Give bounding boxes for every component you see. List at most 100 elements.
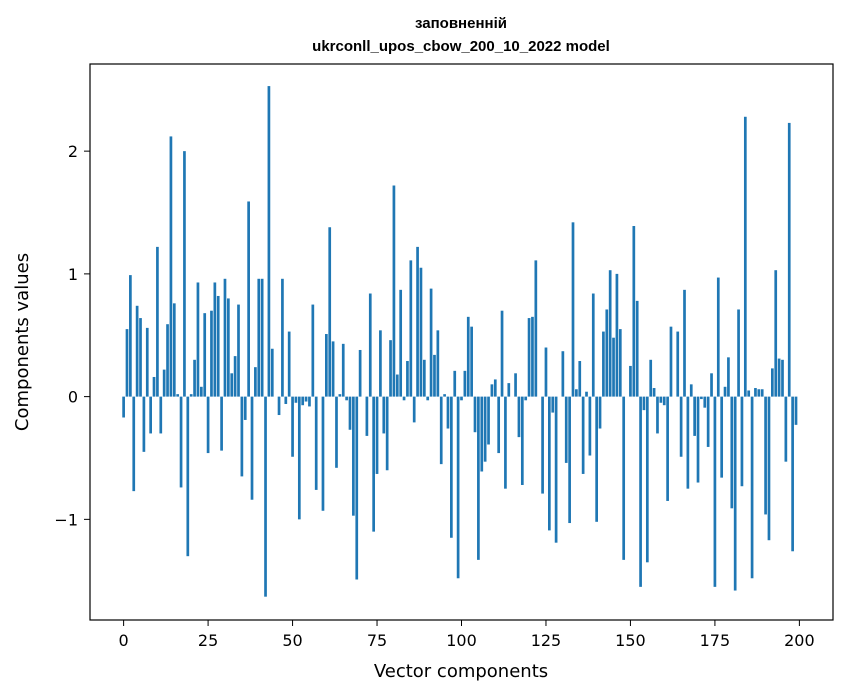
bar — [720, 396, 724, 478]
bar — [706, 396, 710, 447]
y-tick-label: 0 — [68, 388, 78, 407]
bar — [771, 368, 774, 397]
bar — [781, 359, 784, 397]
bar — [223, 278, 227, 397]
bar — [578, 361, 582, 397]
bar — [730, 396, 734, 509]
bar — [172, 303, 176, 397]
bar — [338, 394, 342, 397]
bar — [737, 309, 740, 397]
bar — [372, 396, 375, 532]
bar — [439, 396, 443, 465]
bar — [341, 343, 345, 397]
bar — [389, 340, 392, 397]
bar — [591, 293, 595, 397]
bars-group — [122, 86, 798, 597]
bar — [551, 396, 555, 413]
bar — [375, 396, 379, 474]
bar — [166, 324, 169, 397]
bar — [747, 390, 751, 397]
bar — [122, 396, 125, 418]
x-axis-ticks: 0 25 50 75 100 125 150 175 200 — [119, 620, 815, 650]
bar — [615, 273, 619, 397]
bar — [297, 396, 301, 520]
bar — [686, 396, 690, 489]
bar — [385, 396, 389, 471]
bar — [328, 227, 332, 397]
bar — [203, 313, 207, 397]
bar — [345, 396, 348, 401]
x-tick-label: 125 — [531, 631, 562, 650]
bar — [254, 367, 257, 397]
bar — [358, 349, 362, 397]
bar — [743, 116, 747, 397]
bar — [608, 270, 612, 397]
bar — [757, 389, 761, 397]
bar — [504, 396, 507, 489]
x-tick-label: 25 — [198, 631, 218, 650]
bar — [237, 304, 240, 397]
bar — [129, 275, 132, 397]
bar — [666, 396, 669, 501]
bar — [727, 357, 730, 397]
chart-title: заповненній — [415, 15, 507, 32]
bar — [524, 396, 528, 401]
x-tick-label: 100 — [446, 631, 477, 650]
bar — [422, 359, 426, 397]
bar — [355, 396, 359, 580]
bar — [581, 396, 585, 474]
x-tick-label: 200 — [784, 631, 815, 650]
bar — [676, 331, 680, 397]
plot-frame — [89, 63, 834, 621]
bar — [659, 396, 663, 403]
x-tick-label: 0 — [119, 631, 129, 650]
bar — [635, 300, 639, 397]
bar — [325, 334, 328, 397]
bar — [520, 396, 524, 485]
bar — [196, 282, 200, 397]
bar — [294, 396, 298, 403]
bar — [429, 288, 433, 397]
bar — [270, 348, 274, 397]
bar — [564, 396, 568, 463]
x-tick-label: 50 — [282, 631, 302, 650]
bar — [412, 396, 416, 423]
bar — [304, 396, 308, 402]
bar — [787, 122, 791, 397]
bar — [213, 282, 217, 397]
bar — [193, 359, 196, 397]
bar — [713, 396, 717, 587]
bar — [267, 86, 271, 397]
bar — [656, 396, 659, 434]
bar — [477, 396, 480, 560]
bar — [679, 396, 683, 457]
bar — [760, 389, 764, 397]
bar — [733, 396, 737, 591]
bar — [514, 373, 517, 397]
bar — [189, 394, 193, 397]
bar — [716, 277, 720, 397]
bar — [629, 365, 632, 397]
bar — [277, 396, 281, 416]
bar — [284, 396, 288, 404]
bar — [571, 222, 575, 397]
bar — [612, 337, 615, 397]
bar — [639, 396, 642, 587]
y-tick-label: 2 — [68, 142, 78, 161]
bar — [618, 329, 622, 397]
bar — [352, 396, 355, 516]
bar — [450, 396, 453, 538]
bar — [230, 373, 234, 397]
bar — [233, 356, 237, 397]
bar — [507, 383, 511, 397]
bar — [176, 394, 180, 397]
bar — [649, 359, 653, 397]
bar — [240, 396, 244, 477]
bar — [257, 278, 261, 397]
bar — [605, 309, 609, 397]
bar — [291, 396, 294, 457]
bar — [463, 370, 467, 397]
bar — [186, 396, 190, 557]
bar — [493, 379, 497, 397]
bar — [365, 396, 369, 436]
